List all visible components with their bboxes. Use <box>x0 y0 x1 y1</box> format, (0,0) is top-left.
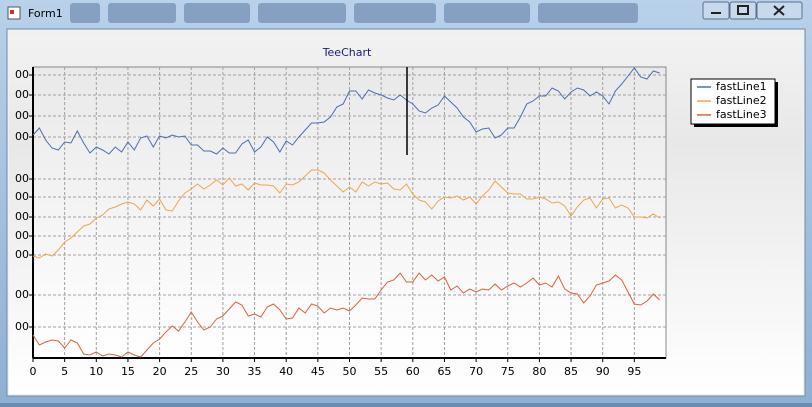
window-controls <box>702 1 803 20</box>
x-tick-label: 55 <box>374 365 388 378</box>
x-tick-label: 60 <box>406 365 420 378</box>
x-tick-label: 50 <box>343 365 357 378</box>
legend-label: fastLine3 <box>716 108 767 121</box>
maximize-button[interactable] <box>729 1 757 20</box>
x-tick-label: 20 <box>153 365 167 378</box>
x-tick-label: 10 <box>89 365 103 378</box>
x-tick-label: 75 <box>501 365 515 378</box>
y-tick-label: 00 <box>15 320 29 333</box>
x-tick-label: 30 <box>216 365 230 378</box>
legend-label: fastLine2 <box>716 94 767 107</box>
x-tick-label: 25 <box>184 365 198 378</box>
y-tick-label: 00 <box>15 109 29 122</box>
x-tick-label: 90 <box>596 365 610 378</box>
x-tick-label: 5 <box>61 365 68 378</box>
window-title: Form1 <box>28 7 63 20</box>
x-tick-label: 0 <box>30 365 37 378</box>
x-tick-label: 95 <box>627 365 641 378</box>
y-tick-label: 00 <box>15 130 29 143</box>
y-tick-label: 00 <box>15 190 29 203</box>
app-icon-dot <box>10 10 14 14</box>
y-tick-label: 00 <box>15 229 29 242</box>
y-tick-label: 00 <box>15 288 29 301</box>
series-line <box>32 272 661 358</box>
x-tick-label: 65 <box>437 365 451 378</box>
y-tick-label: 00 <box>15 68 29 81</box>
y-tick-label: 00 <box>15 248 29 261</box>
y-tick-label: 00 <box>15 88 29 101</box>
x-tick-label: 40 <box>279 365 293 378</box>
y-tick-label: 00 <box>15 210 29 223</box>
x-tick-label: 85 <box>564 365 578 378</box>
y-tick-label: 00 <box>15 172 29 185</box>
series-line <box>32 169 660 259</box>
x-tick-label: 45 <box>311 365 325 378</box>
blurred-taskbar <box>70 3 638 23</box>
x-tick-label: 70 <box>469 365 483 378</box>
chart-title: TeeChart <box>322 46 372 59</box>
minimize-button[interactable] <box>702 1 730 20</box>
legend-label: fastLine1 <box>716 80 767 93</box>
x-tick-label: 15 <box>121 365 135 378</box>
series-line <box>32 67 660 155</box>
x-tick-label: 35 <box>248 365 262 378</box>
x-tick-label: 80 <box>532 365 546 378</box>
